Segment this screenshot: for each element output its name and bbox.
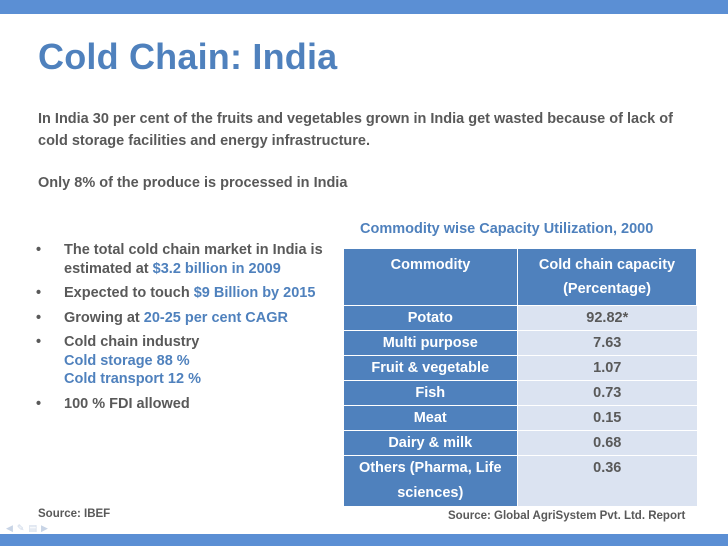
- capacity-cell: 0.68: [517, 430, 697, 456]
- bullet-icon: •: [36, 334, 42, 350]
- header-capacity: Cold chain capacity (Percentage): [517, 248, 697, 306]
- header-commodity: Commodity: [343, 248, 518, 306]
- cold-transport-share: Cold transport 12 %: [64, 371, 201, 387]
- table-row: Multi purpose 7.63: [343, 330, 697, 356]
- top-accent-bar: [0, 0, 728, 14]
- capacity-cell: 1.07: [517, 355, 697, 381]
- bullet-text: Expected to touch: [64, 285, 194, 301]
- commodity-cell: Fruit & vegetable: [343, 355, 518, 381]
- bullet-text: Growing at: [64, 309, 144, 326]
- bottom-accent-bar: [0, 534, 728, 546]
- slide-nav-controls[interactable]: ◀✎▤▶: [6, 523, 52, 534]
- table-header-row: Commodity Cold chain capacity (Percentag…: [343, 248, 697, 306]
- bullet-industry: • Cold chain industry Cold storage 88 % …: [36, 333, 336, 389]
- table-row: Potato 92.82*: [343, 305, 697, 331]
- table-row: Fish 0.73: [343, 380, 697, 406]
- table-row: Dairy & milk 0.68: [343, 430, 697, 456]
- bullet-icon: •: [36, 242, 42, 258]
- bullet-market-size: • The total cold chain market in India i…: [36, 241, 336, 278]
- commodity-cell: Others (Pharma, Life sciences): [343, 455, 518, 506]
- capacity-cell: 7.63: [517, 330, 697, 356]
- bullet-text: 100 % FDI allowed: [64, 395, 190, 412]
- capacity-cell: 0.36: [517, 455, 697, 506]
- bullet-expected: • Expected to touch $9 Billion by 2015: [36, 284, 336, 303]
- bullet-fdi: • 100 % FDI allowed: [36, 395, 336, 414]
- capacity-table: Commodity Cold chain capacity (Percentag…: [343, 248, 697, 506]
- nav-next-icon[interactable]: ▶: [40, 523, 52, 533]
- commodity-cell: Fish: [343, 380, 518, 406]
- commodity-cell: Multi purpose: [343, 330, 518, 356]
- bullet-text: The total cold chain market in India is …: [64, 242, 323, 277]
- commodity-cell: Dairy & milk: [343, 430, 518, 456]
- bullet-icon: •: [36, 285, 42, 301]
- capacity-cell: 0.73: [517, 380, 697, 406]
- bullet-text: Cold chain industry: [64, 334, 200, 350]
- commodity-cell: Potato: [343, 305, 518, 331]
- nav-pen-icon[interactable]: ✎: [16, 523, 29, 533]
- bullet-highlight: $3.2 billion in 2009: [152, 260, 281, 277]
- capacity-cell: 92.82*: [517, 305, 697, 331]
- nav-menu-icon[interactable]: ▤: [28, 523, 41, 533]
- table-row: Meat 0.15: [343, 405, 697, 431]
- intro-paragraph: In India 30 per cent of the fruits and v…: [38, 111, 673, 149]
- source-agrisystem: Source: Global AgriSystem Pvt. Ltd. Repo…: [448, 510, 686, 522]
- table-title: Commodity wise Capacity Utilization, 200…: [360, 221, 654, 237]
- slide-title: Cold Chain: India: [38, 36, 338, 77]
- table-row: Others (Pharma, Life sciences) 0.36: [343, 455, 697, 506]
- bullet-highlight: $9 Billion by 2015: [193, 285, 316, 301]
- bullet-growth: • Growing at 20-25 per cent CAGR: [36, 309, 336, 328]
- table-row: Fruit & vegetable 1.07: [343, 355, 697, 381]
- bullet-icon: •: [36, 309, 42, 326]
- commodity-cell: Meat: [343, 405, 518, 431]
- bullet-list: • The total cold chain market in India i…: [36, 241, 336, 419]
- nav-prev-icon[interactable]: ◀: [6, 523, 17, 533]
- bullet-highlight: 20-25 per cent CAGR: [143, 309, 288, 326]
- bullet-icon: •: [36, 395, 42, 412]
- cold-storage-share: Cold storage 88 %: [64, 352, 190, 369]
- capacity-cell: 0.15: [517, 405, 697, 431]
- processed-statement: Only 8% of the produce is processed in I…: [38, 175, 348, 191]
- source-ibef: Source: IBEF: [38, 508, 111, 520]
